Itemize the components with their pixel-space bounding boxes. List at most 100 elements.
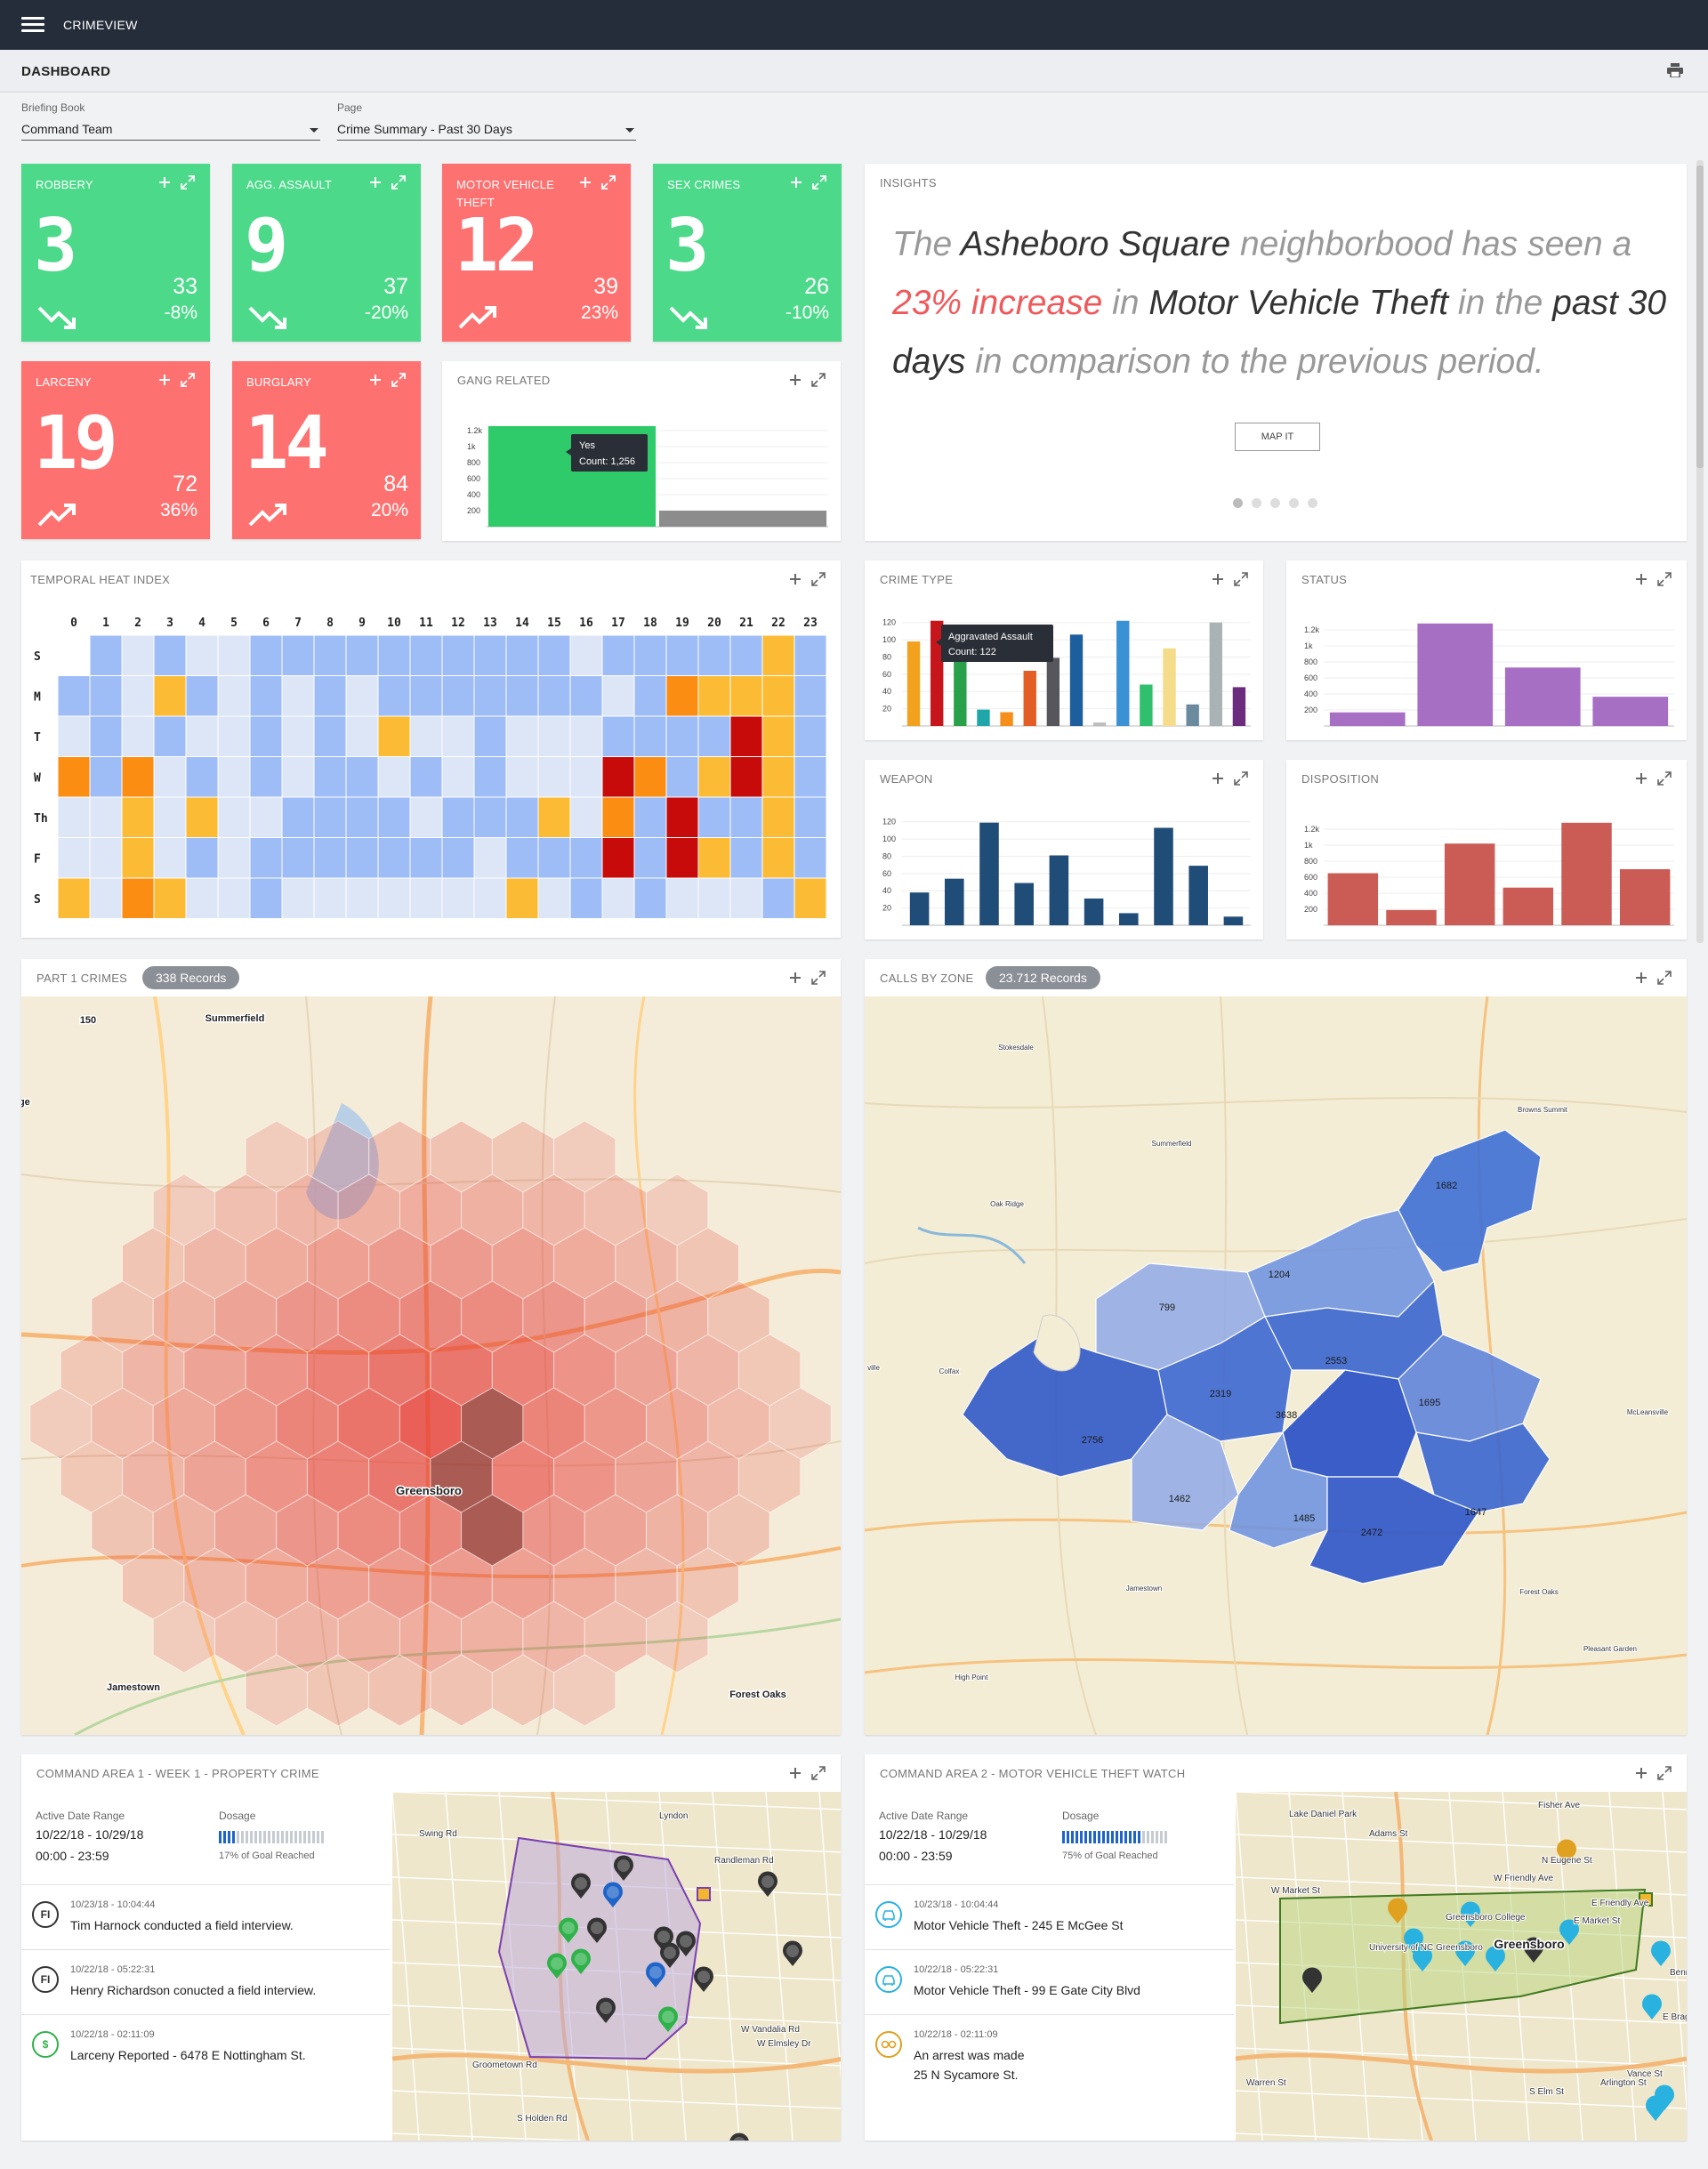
bar[interactable]	[1386, 909, 1437, 925]
map-marker[interactable]	[559, 1917, 578, 1943]
heatmap-cell[interactable]	[761, 634, 795, 676]
heatmap-cell[interactable]	[601, 715, 635, 757]
heatmap-cell[interactable]	[473, 715, 507, 757]
heatmap-cell[interactable]	[665, 634, 699, 676]
activity-feed-item[interactable]: $10/22/18 - 02:11:09 Larceny Reported - …	[21, 2014, 391, 2079]
scrollbar[interactable]	[1696, 160, 1704, 943]
bar[interactable]	[1140, 684, 1153, 726]
heatmap-cell[interactable]	[377, 675, 411, 717]
heatmap-cell[interactable]	[121, 675, 155, 717]
bar[interactable]	[909, 892, 930, 925]
add-icon[interactable]	[787, 571, 803, 587]
heatmap-cell[interactable]	[441, 715, 475, 757]
heatmap-cell[interactable]	[697, 675, 731, 717]
carousel-dot[interactable]	[1289, 498, 1299, 508]
heatmap-cell[interactable]	[729, 796, 763, 838]
heatmap-cell[interactable]	[761, 715, 795, 757]
heatmap-cell[interactable]	[569, 796, 603, 838]
expand-icon[interactable]	[391, 174, 407, 190]
heatmap-cell[interactable]	[665, 756, 699, 798]
add-icon[interactable]	[157, 372, 173, 388]
heatmap-cell[interactable]	[569, 675, 603, 717]
heatmap-cell[interactable]	[121, 634, 155, 676]
heatmap-cell[interactable]	[729, 715, 763, 757]
heatmap-cell[interactable]	[409, 837, 443, 879]
expand-icon[interactable]	[810, 571, 826, 587]
heatmap-cell[interactable]	[537, 715, 571, 757]
expand-icon[interactable]	[180, 174, 196, 190]
bar[interactable]	[1444, 843, 1495, 925]
heatmap-cell[interactable]	[249, 756, 283, 798]
heatmap-cell[interactable]	[121, 837, 155, 879]
heatmap-cell[interactable]	[217, 877, 251, 919]
add-icon[interactable]	[1633, 970, 1649, 986]
heatmap-cell[interactable]	[633, 634, 667, 676]
heatmap-cell[interactable]	[313, 634, 347, 676]
heatmap-cell[interactable]	[153, 756, 187, 798]
add-icon[interactable]	[577, 174, 593, 190]
heatmap-cell[interactable]	[441, 877, 475, 919]
heatmap-cell[interactable]	[345, 715, 379, 757]
heatmap-cell[interactable]	[217, 634, 251, 676]
bar[interactable]	[1023, 670, 1036, 726]
heatmap-cell[interactable]	[473, 634, 507, 676]
heatmap-cell[interactable]	[377, 796, 411, 838]
heatmap-cell[interactable]	[89, 837, 123, 879]
heatmap-cell[interactable]	[217, 796, 251, 838]
bar[interactable]	[1504, 667, 1581, 726]
bar[interactable]	[1209, 622, 1222, 726]
heatmap-cell[interactable]	[697, 837, 731, 879]
heatmap-cell[interactable]	[121, 756, 155, 798]
activity-feed-item[interactable]: FI 10/23/18 - 10:04:44 Tim Harnock conduc…	[21, 1884, 391, 1949]
heatmap-cell[interactable]	[377, 877, 411, 919]
map-marker[interactable]	[1651, 1940, 1671, 1966]
heatmap-cell[interactable]	[249, 675, 283, 717]
heatmap-cell[interactable]	[281, 634, 315, 676]
heatmap-cell[interactable]	[729, 877, 763, 919]
heatmap-cell[interactable]	[57, 837, 91, 879]
heatmap-cell[interactable]	[794, 796, 827, 838]
expand-icon[interactable]	[810, 970, 826, 986]
heatmap-cell[interactable]	[665, 675, 699, 717]
heatmap-cell[interactable]	[217, 715, 251, 757]
command-area-map-canvas[interactable]: Greensboro Lake Daniel Park Fisher Ave W Ma…	[1236, 1792, 1687, 2141]
hex-map[interactable]: Summerfield Greensboro Jamestown Forest Oak…	[21, 996, 841, 1735]
bar[interactable]	[1327, 873, 1379, 926]
menu-icon[interactable]	[21, 17, 44, 33]
bar[interactable]	[1119, 913, 1139, 925]
heatmap-cell[interactable]	[281, 877, 315, 919]
bar[interactable]	[1592, 697, 1669, 726]
heatmap-cell[interactable]	[345, 796, 379, 838]
map-marker[interactable]	[596, 1997, 616, 2023]
heatmap-cell[interactable]	[57, 877, 91, 919]
bar[interactable]	[1014, 883, 1034, 925]
map-marker[interactable]	[587, 1917, 607, 1943]
heatmap-cell[interactable]	[601, 837, 635, 879]
heatmap-cell[interactable]	[537, 634, 571, 676]
bar[interactable]	[1503, 887, 1554, 925]
add-icon[interactable]	[1633, 770, 1649, 786]
heatmap-cell[interactable]	[153, 837, 187, 879]
briefing-book-value[interactable]: Command Team	[21, 119, 320, 141]
heatmap-cell[interactable]	[153, 634, 187, 676]
heatmap-cell[interactable]	[505, 877, 539, 919]
bar[interactable]	[1417, 623, 1494, 726]
command-area-map-canvas[interactable]: Lyndon Randleman Rd W Vandalia Rd S Holden …	[392, 1792, 841, 2141]
bar[interactable]	[1223, 916, 1244, 925]
heatmap-cell[interactable]	[794, 675, 827, 717]
heatmap-cell[interactable]	[89, 796, 123, 838]
expand-icon[interactable]	[810, 1765, 826, 1781]
add-icon[interactable]	[1210, 571, 1226, 587]
heatmap-cell[interactable]	[794, 877, 827, 919]
heatmap-cell[interactable]	[153, 675, 187, 717]
heatmap-cell[interactable]	[761, 837, 795, 879]
heatmap-cell[interactable]	[409, 796, 443, 838]
heatmap-cell[interactable]	[473, 796, 507, 838]
heatmap-cell[interactable]	[761, 756, 795, 798]
heatmap-cell[interactable]	[281, 837, 315, 879]
zone-polygon[interactable]	[1309, 1476, 1479, 1584]
heatmap-cell[interactable]	[345, 837, 379, 879]
bar[interactable]	[1188, 866, 1208, 925]
kpi-tile-larceny[interactable]: LARCENY 19 72 36%	[21, 361, 210, 539]
scrollbar-thumb[interactable]	[1696, 165, 1704, 468]
